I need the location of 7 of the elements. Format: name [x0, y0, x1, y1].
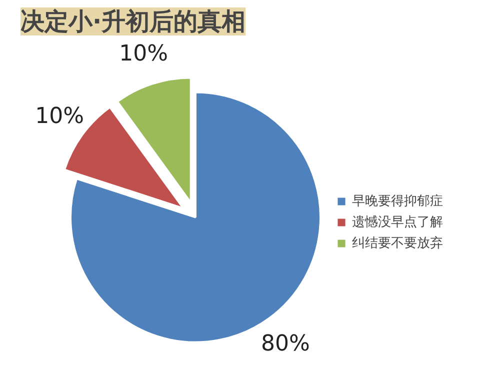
legend-label: 遗憾没早点了解	[352, 213, 443, 231]
legend-label: 纠结要不要放弃	[352, 234, 443, 252]
legend-label: 早晚要得抑郁症	[352, 192, 443, 210]
data-label: 10%	[119, 42, 168, 67]
data-label: 10%	[35, 104, 84, 129]
chart-title: 决定小·升初后的真相	[20, 8, 246, 36]
data-label: 80%	[260, 331, 310, 356]
